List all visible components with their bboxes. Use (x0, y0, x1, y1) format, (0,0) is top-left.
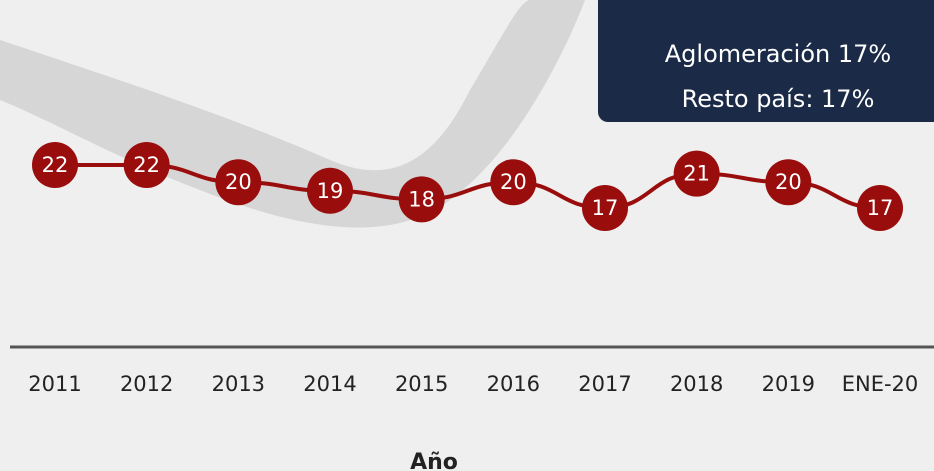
data-label: 20 (500, 170, 527, 194)
line (55, 162, 881, 211)
point (215, 159, 262, 206)
point (673, 150, 720, 197)
x-tick-label: 2018 (670, 372, 723, 396)
x-tick-label: 2019 (762, 372, 815, 396)
point (307, 167, 353, 214)
data-label: 18 (408, 187, 435, 211)
point (490, 159, 537, 206)
point (32, 142, 78, 188)
point (582, 185, 628, 231)
data-label: 20 (775, 170, 802, 194)
data-label: 22 (42, 153, 69, 177)
x-axis-title: Año (410, 450, 458, 471)
x-tick-label: 2014 (303, 372, 356, 396)
x-tick-label: ENE-20 (842, 372, 919, 396)
data-label: 17 (867, 196, 894, 220)
data-label: 21 (683, 162, 710, 186)
decorative-swoosh (0, 0, 585, 228)
annotation-box (598, 0, 934, 122)
annotation: Resto país: 17% (682, 85, 875, 113)
point (123, 142, 170, 188)
data-label: 17 (592, 196, 619, 220)
x-tick-label: 2011 (28, 372, 81, 396)
x-tick-label: 2015 (395, 372, 448, 396)
data-label: 19 (317, 179, 344, 203)
x-tick-label: 2012 (120, 372, 173, 396)
data-label: 22 (133, 153, 160, 177)
point (398, 176, 445, 223)
data-label: 20 (225, 170, 252, 194)
point (857, 185, 903, 231)
annotation: Aglomeración 17% (665, 40, 891, 68)
point (765, 159, 812, 206)
x-tick-label: 2017 (578, 372, 631, 396)
x-tick-label: 2016 (487, 372, 540, 396)
x-tick-label: 2013 (212, 372, 265, 396)
